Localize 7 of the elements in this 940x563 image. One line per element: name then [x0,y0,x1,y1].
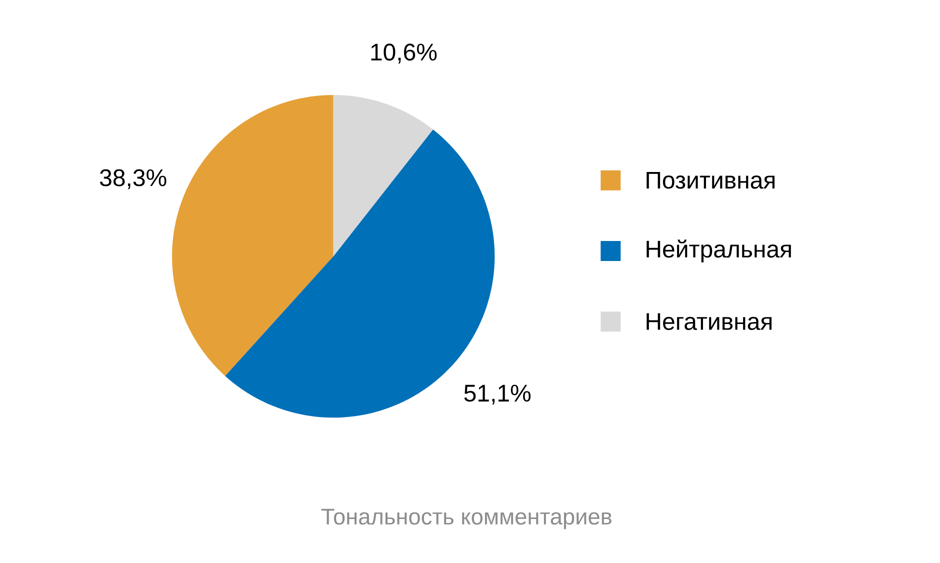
data-label: 51,1% [464,384,531,405]
data-label: 10,6% [371,44,437,64]
legend-label: Негативная [646,313,772,330]
data-label: 38,3% [100,169,166,190]
legend-label: Позитивная [646,172,775,189]
text: Тональность комментариев [321,508,612,530]
legend-label: Нейтральная [646,240,791,262]
